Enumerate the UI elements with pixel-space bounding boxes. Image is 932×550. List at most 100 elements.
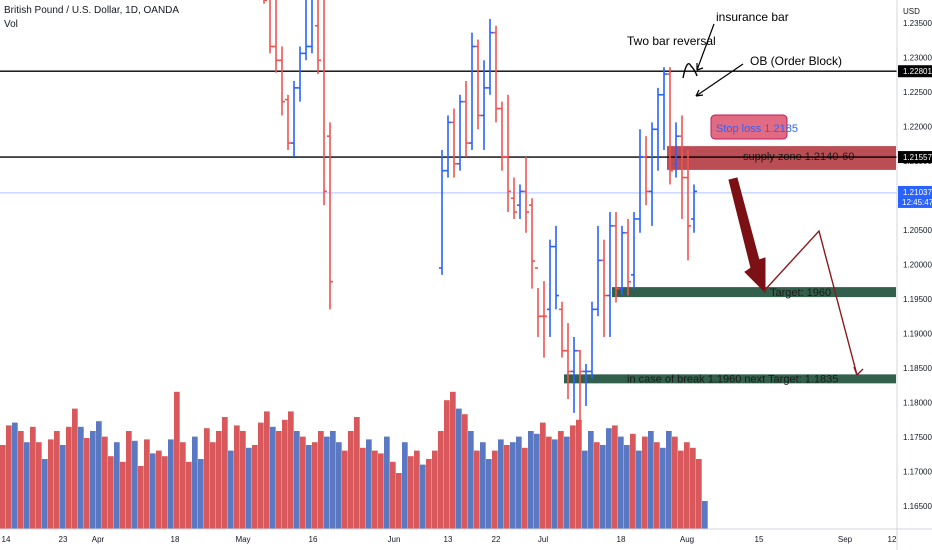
- volume-bar: [60, 445, 66, 529]
- price-label-box-122801: [898, 65, 932, 78]
- price-axis[interactable]: USD 1.235001.230001.225001.220001.215001…: [896, 0, 932, 550]
- volume-bar: [426, 459, 432, 529]
- time-tick-label: 12: [888, 535, 897, 544]
- time-tick-label: 23: [59, 535, 68, 544]
- volume-bar: [534, 433, 540, 529]
- volume-bar: [114, 442, 120, 529]
- two-bar-reversal-label: Two bar reversal: [627, 34, 716, 48]
- volume-bar: [678, 450, 684, 529]
- volume-bar: [294, 431, 300, 529]
- volume-bar: [528, 431, 534, 529]
- countdown-label: 12:45:47: [902, 198, 932, 207]
- volume-bar: [408, 456, 414, 529]
- volume-bar: [288, 411, 294, 529]
- ob-pointer: [695, 63, 744, 97]
- volume-bar: [318, 431, 324, 529]
- volume-bar: [558, 431, 564, 529]
- volume-bar: [276, 431, 282, 529]
- projection-path: [763, 229, 858, 376]
- price-tick-label: 1.20000: [903, 261, 932, 270]
- price-tick-label: 1.19000: [903, 330, 932, 339]
- ob-arrowhead: [695, 89, 704, 97]
- time-tick-label: 15: [755, 535, 764, 544]
- price-tick-labels: 1.235001.230001.225001.220001.215001.210…: [903, 19, 932, 511]
- chart-title: British Pound / U.S. Dollar, 1D, OANDA: [4, 5, 180, 16]
- volume-bar: [0, 445, 6, 529]
- reversal-curve: [682, 63, 698, 79]
- volume-bar: [120, 461, 126, 529]
- volume-bar: [570, 425, 576, 529]
- volume-bar: [234, 425, 240, 529]
- volume-bar: [660, 447, 666, 529]
- volume-bar: [132, 440, 138, 529]
- price-tick-label: 1.22000: [903, 123, 932, 132]
- volume-bar: [630, 433, 636, 529]
- time-axis[interactable]: 14 23 Apr 18 May 16 Jun 13 22 Jul 18 Aug 15 Sep 12: [0, 528, 932, 544]
- volume-bar: [18, 431, 24, 529]
- volume-bar: [222, 417, 228, 529]
- volume-bar: [486, 459, 492, 529]
- time-tick-label: Aug: [680, 535, 694, 544]
- volume-bar: [228, 450, 234, 529]
- volume-bar: [450, 391, 456, 529]
- time-tick-label: 13: [444, 535, 453, 544]
- volume-bar: [648, 431, 654, 529]
- volume-bar: [48, 439, 54, 529]
- current-price-label: 1.21037: [903, 188, 932, 197]
- stop-loss-box[interactable]: [710, 114, 788, 140]
- volume-bar: [444, 400, 450, 529]
- volume-bar: [366, 439, 372, 529]
- volume-bar: [492, 450, 498, 529]
- volume-bar: [378, 453, 384, 529]
- down-arrow: [728, 177, 766, 294]
- supply-zone-box: [667, 146, 896, 170]
- volume-bar: [192, 436, 198, 529]
- target1-label: Target: 1960: [770, 287, 831, 299]
- volume-bar: [498, 439, 504, 529]
- volume-bar: [264, 411, 270, 529]
- volume-bar: [330, 431, 336, 529]
- volume-bar: [204, 428, 210, 529]
- volume-bar: [624, 445, 630, 529]
- volume-bar: [138, 466, 144, 529]
- volume-bar: [252, 445, 258, 529]
- volume-bar: [144, 439, 150, 529]
- time-tick-label: Jul: [538, 535, 548, 544]
- volume-bar: [348, 431, 354, 529]
- time-tick-label: Apr: [92, 535, 105, 544]
- volume-bar: [420, 464, 426, 529]
- volume-bar: [390, 461, 396, 529]
- volume-bar: [468, 431, 474, 529]
- volume-bar: [282, 419, 288, 529]
- volume-bar: [600, 445, 606, 529]
- volume-bar: [690, 447, 696, 529]
- volume-bar: [216, 431, 222, 529]
- volume-bar: [72, 408, 78, 529]
- volume-bar: [246, 447, 252, 529]
- time-tick-label: Sep: [838, 535, 853, 544]
- volume-bar: [654, 442, 660, 529]
- volume-bar: [336, 442, 342, 529]
- volume-bar: [588, 431, 594, 529]
- volume-bar: [396, 473, 402, 529]
- volume-bar: [108, 456, 114, 529]
- volume-bar: [474, 450, 480, 529]
- stop-loss-label: Stop loss 1.2185: [716, 123, 798, 135]
- volume-bar: [66, 426, 72, 529]
- current-price-box: [898, 185, 932, 208]
- volume-bar: [582, 450, 588, 529]
- volume-bar: [342, 450, 348, 529]
- volume-bar: [414, 450, 420, 529]
- volume-bar: [126, 431, 132, 529]
- volume-bar: [24, 442, 30, 529]
- time-tick-label: 16: [309, 535, 318, 544]
- volume-bar: [504, 445, 510, 529]
- volume-bar: [12, 422, 18, 529]
- volume-bar: [372, 450, 378, 529]
- volume-bar: [594, 442, 600, 529]
- volume-bar: [516, 436, 522, 529]
- time-tick-label: 18: [617, 535, 626, 544]
- volume-bar: [312, 442, 318, 529]
- price-tick-label: 1.18000: [903, 399, 932, 408]
- volume-bar: [270, 426, 276, 529]
